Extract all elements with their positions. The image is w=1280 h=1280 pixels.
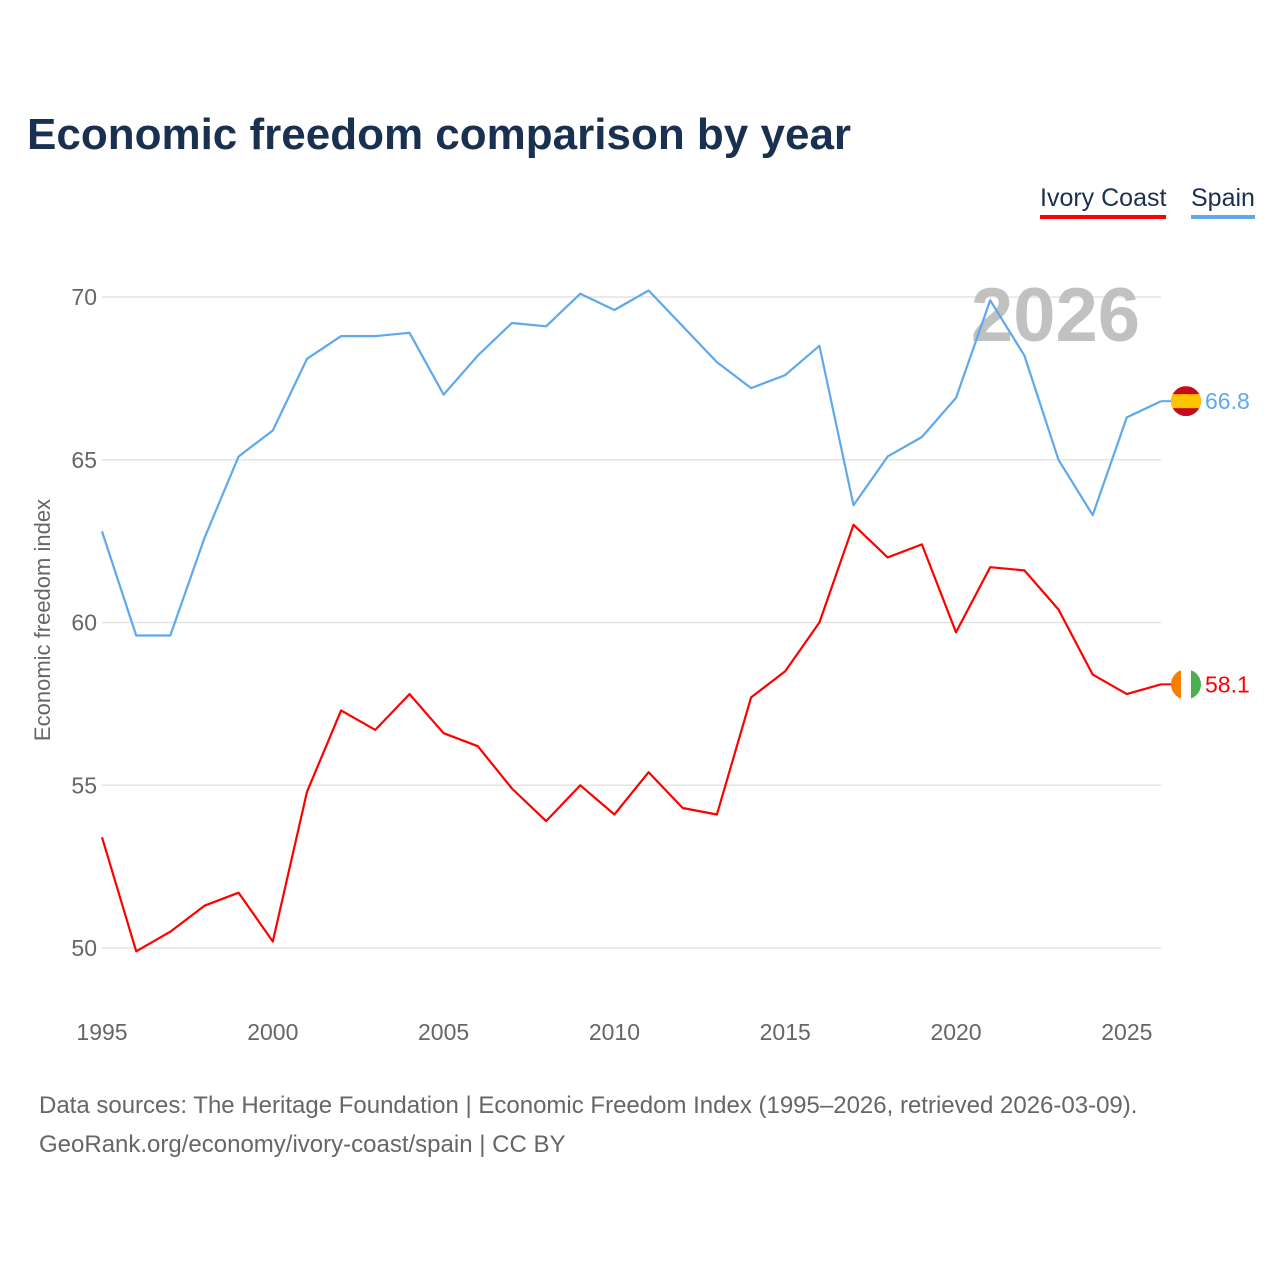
year-watermark: 2026 bbox=[971, 273, 1140, 358]
end-value-label: 66.8 bbox=[1205, 388, 1250, 414]
x-tick-label: 2005 bbox=[418, 1019, 469, 1045]
footer: Data sources: The Heritage Foundation | … bbox=[39, 1086, 1137, 1164]
series-line-ivory-coast bbox=[100, 523, 1162, 953]
x-tick-label: 2000 bbox=[247, 1019, 298, 1045]
source-link[interactable]: GeoRank.org/economy/ivory-coast/spain | … bbox=[39, 1131, 566, 1158]
spain-flag-icon bbox=[1171, 386, 1201, 417]
ivory-coast-flag-icon bbox=[1171, 669, 1201, 700]
y-tick-label: 65 bbox=[71, 447, 97, 473]
y-tick-label: 70 bbox=[71, 284, 97, 310]
x-tick-label: 2015 bbox=[760, 1019, 811, 1045]
legend-spain[interactable]: Spain bbox=[1191, 184, 1255, 219]
x-tick-label: 2020 bbox=[930, 1019, 981, 1045]
x-tick-label: 2025 bbox=[1101, 1019, 1152, 1045]
end-value-label: 58.1 bbox=[1205, 671, 1250, 697]
data-source-note: Data sources: The Heritage Foundation | … bbox=[39, 1092, 1138, 1119]
legend-ivory-coast[interactable]: Ivory Coast bbox=[1040, 184, 1167, 219]
x-tick-label: 2010 bbox=[589, 1019, 640, 1045]
y-axis-label: Economic freedom index bbox=[30, 499, 55, 741]
y-tick-label: 60 bbox=[71, 610, 97, 636]
series-line-spain bbox=[100, 289, 1162, 637]
y-tick-label: 55 bbox=[71, 772, 97, 798]
y-tick-label: 50 bbox=[71, 935, 97, 961]
x-tick-label: 1995 bbox=[76, 1019, 127, 1045]
chart-title: Economic freedom comparison by year bbox=[27, 110, 852, 159]
